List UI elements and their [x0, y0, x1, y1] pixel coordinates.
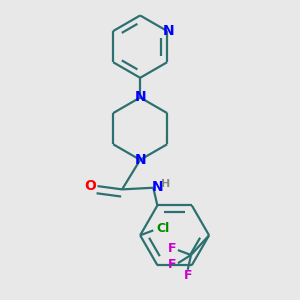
Text: H: H: [161, 179, 170, 189]
Text: N: N: [134, 153, 146, 167]
Text: F: F: [184, 269, 193, 282]
Text: F: F: [168, 242, 176, 255]
Text: N: N: [134, 91, 146, 104]
Text: N: N: [163, 24, 175, 38]
Text: N: N: [152, 180, 163, 194]
Text: O: O: [84, 179, 96, 193]
Text: Cl: Cl: [157, 222, 170, 235]
Text: F: F: [168, 258, 176, 271]
